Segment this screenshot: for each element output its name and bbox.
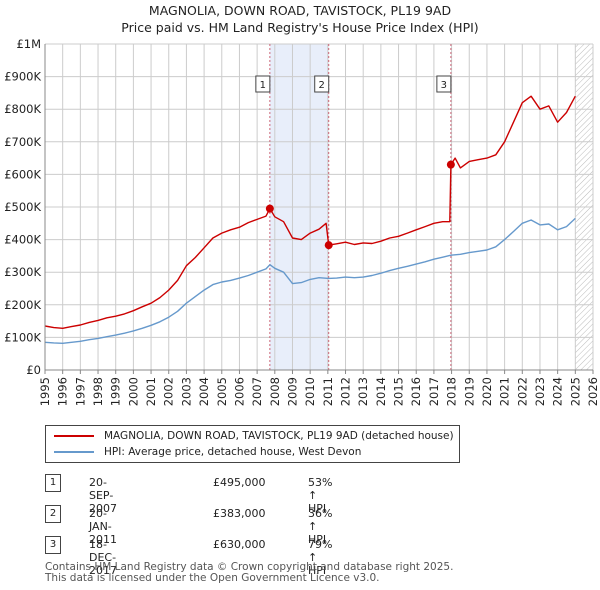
x-tick-label: 2011 (321, 377, 335, 406)
footer-notice: Contains HM Land Registry data © Crown c… (45, 562, 453, 584)
transaction-date: 20-JAN-2011 (89, 507, 117, 546)
legend-label-property: MAGNOLIA, DOWN ROAD, TAVISTOCK, PL19 9AD… (104, 430, 454, 442)
x-tick-label: 2020 (480, 377, 494, 406)
y-tick-label: £200K (4, 298, 41, 312)
legend-label-hpi: HPI: Average price, detached house, West… (104, 446, 362, 458)
sale-label-number: 2 (319, 80, 325, 91)
transaction-price: £495,000 (213, 476, 266, 489)
sale-point (324, 241, 333, 250)
x-tick-label: 2004 (197, 377, 211, 406)
sale-label-box (255, 75, 271, 93)
y-tick-label: £900K (4, 70, 41, 84)
x-tick-label: 2021 (498, 377, 512, 406)
x-tick-label: 2010 (303, 377, 317, 406)
transaction-price: £630,000 (213, 538, 266, 551)
transaction-number: 1 (45, 474, 61, 492)
sale-label-number: 1 (260, 80, 266, 91)
x-tick-label: 2015 (392, 377, 406, 406)
chart-title: MAGNOLIA, DOWN ROAD, TAVISTOCK, PL19 9AD (148, 3, 452, 18)
transaction-date: 20-SEP-2007 (89, 476, 117, 515)
transaction-number: 2 (45, 505, 61, 523)
legend-item-hpi: HPI: Average price, detached house, West… (54, 444, 361, 460)
x-tick-label: 2022 (515, 377, 529, 406)
transaction-price: £383,000 (213, 507, 266, 520)
transaction-number: 3 (45, 536, 61, 554)
x-tick-label: 2014 (374, 377, 388, 406)
x-tick-label: 2018 (445, 377, 459, 406)
sale-point (446, 160, 455, 169)
x-tick-label: 1999 (109, 377, 123, 406)
x-tick-label: 1996 (56, 377, 70, 406)
x-tick-label: 2012 (339, 377, 353, 406)
x-tick-label: 2024 (551, 377, 565, 406)
y-tick-label: £500K (4, 200, 41, 214)
chart-subtitle: Price paid vs. HM Land Registry's House … (121, 20, 479, 35)
y-tick-label: £600K (4, 167, 41, 181)
x-tick-label: 2000 (126, 377, 140, 406)
x-tick-label: 1995 (38, 377, 52, 406)
x-tick-label: 2005 (215, 377, 229, 406)
x-tick-label: 1998 (91, 377, 105, 406)
transaction-hpi-change: 36% ↑ HPI (308, 507, 333, 546)
hpi-line (44, 217, 576, 344)
legend-swatch-property (54, 435, 94, 437)
sale-label-number: 3 (441, 80, 447, 91)
x-tick-label: 2016 (409, 377, 423, 406)
transaction-hpi-change: 53% ↑ HPI (308, 476, 333, 515)
sale-label-box (436, 75, 452, 93)
x-tick-label: 2007 (250, 377, 264, 406)
price-chart: 1 2 3 £0 £100K £200K £300K £400K £500K £600K £700… (4, 37, 600, 406)
property-price-line (44, 95, 576, 329)
y-tick-label: £700K (4, 135, 41, 149)
x-tick-label: 2001 (144, 377, 158, 406)
y-tick-label: £400K (4, 233, 41, 247)
y-tick-label: £100K (4, 330, 41, 344)
y-tick-label: £1M (16, 37, 41, 51)
x-tick-label: 2019 (462, 377, 476, 406)
x-tick-label: 2026 (586, 377, 600, 406)
transaction-hpi-change: 79% ↑ HPI (308, 538, 333, 577)
x-tick-label: 2023 (533, 377, 547, 406)
x-tick-label: 2009 (285, 377, 299, 406)
legend-swatch-hpi (54, 451, 94, 453)
x-tick-label: 2008 (268, 377, 282, 406)
x-tick-label: 2002 (162, 377, 176, 406)
legend-item-property: MAGNOLIA, DOWN ROAD, TAVISTOCK, PL19 9AD… (54, 428, 454, 444)
transaction-date: 18-DEC-2017 (89, 538, 117, 577)
x-tick-label: 2006 (232, 377, 246, 406)
y-tick-label: £0 (26, 363, 41, 377)
x-tick-label: 1997 (73, 377, 87, 406)
footer-licence: This data is licensed under the Open Gov… (45, 572, 380, 584)
sale-point (265, 204, 274, 213)
x-tick-label: 2017 (427, 377, 441, 406)
footer-copyright: Contains HM Land Registry data © Crown c… (45, 561, 454, 573)
x-tick-label: 2003 (179, 377, 193, 406)
x-tick-label: 2013 (356, 377, 370, 406)
sale-label-box (314, 75, 330, 93)
x-tick-label: 2025 (568, 377, 582, 406)
chart-legend: MAGNOLIA, DOWN ROAD, TAVISTOCK, PL19 9AD… (45, 425, 460, 463)
y-tick-label: £800K (4, 102, 41, 116)
y-tick-label: £300K (4, 265, 41, 279)
